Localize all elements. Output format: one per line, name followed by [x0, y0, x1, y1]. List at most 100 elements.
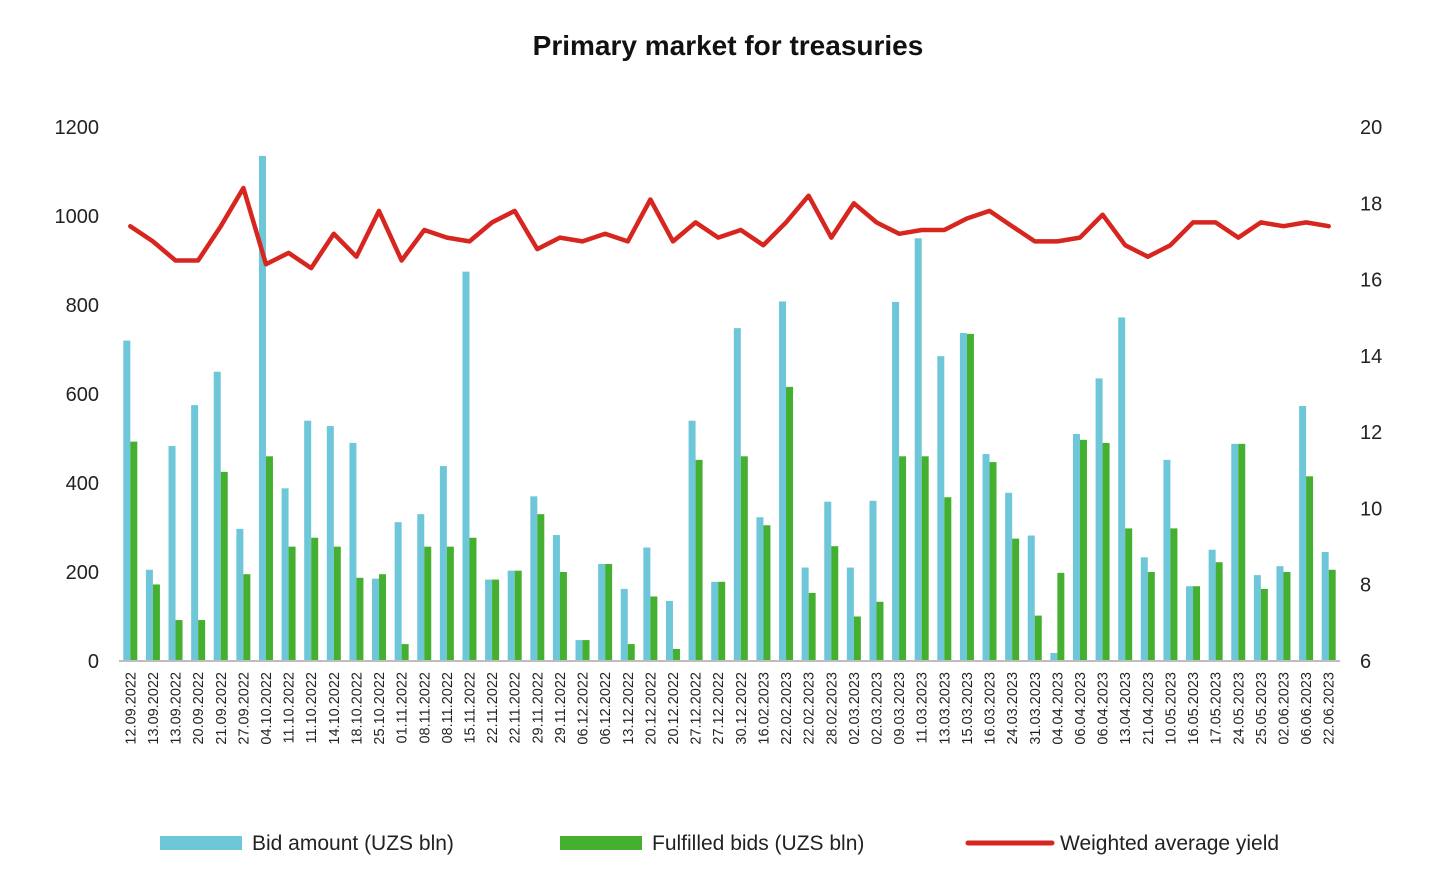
x-axis-date-label: 15.03.2023 [960, 672, 976, 745]
bid-amount-bar [1005, 492, 1013, 661]
x-axis-date-label: 06.04.2023 [1096, 672, 1112, 745]
fulfilled-bids-bar [966, 333, 974, 661]
x-axis-date-label: 08.11.2022 [440, 672, 456, 744]
bid-amount-bar [892, 301, 900, 661]
right-axis-tick-label: 10 [1360, 498, 1382, 520]
fulfilled-bids-bar [424, 546, 432, 661]
fulfilled-bids-bar [311, 537, 319, 661]
bid-amount-bar [552, 535, 560, 661]
bid-amount-bar [507, 570, 515, 661]
fulfilled-bids-legend-swatch [560, 836, 642, 850]
fulfilled-bids-bar [1079, 439, 1087, 661]
fulfilled-bids-bar [401, 644, 409, 661]
left-axis-tick-label: 0 [88, 651, 99, 673]
x-axis-date-label: 18.10.2022 [349, 672, 365, 745]
fulfilled-bids-bar [582, 640, 590, 661]
x-axis-date-label: 17.05.2023 [1209, 672, 1225, 745]
fulfilled-bids-bar [152, 584, 160, 661]
fulfilled-bids-bar [333, 546, 341, 661]
x-axis-date-label: 22.02.2023 [779, 672, 795, 745]
x-axis-date-label: 16.03.2023 [983, 672, 999, 745]
x-axis-date-label: 10.05.2023 [1163, 672, 1179, 745]
x-axis-date-label: 20.09.2022 [191, 672, 207, 745]
bid-amount-bar [417, 514, 425, 661]
bid-amount-bar [1140, 557, 1148, 661]
fulfilled-bids-bar [853, 616, 861, 661]
right-axis-tick-label: 16 [1360, 270, 1382, 292]
bid-amount-bar [620, 588, 628, 661]
fulfilled-bids-bar [175, 620, 183, 661]
x-axis-date-label: 16.05.2023 [1186, 672, 1202, 745]
fulfilled-bids-bar [876, 601, 884, 661]
bid-amount-bar [824, 501, 832, 661]
bid-amount-bar [123, 340, 131, 661]
fulfilled-bids-bar [899, 456, 907, 661]
bid-amount-bar [665, 600, 673, 661]
fulfilled-bids-bar [627, 644, 635, 661]
fulfilled-bids-bar [1260, 588, 1268, 661]
right-axis-tick-label: 8 [1360, 575, 1371, 597]
right-axis-ticks: 6 8 10 12 14 16 18 20 [1360, 117, 1382, 673]
fulfilled-bids-bar [718, 581, 726, 661]
bid-amount-bar [213, 371, 221, 661]
fulfilled-bids-bar [1057, 572, 1065, 661]
x-axis-date-label: 02.03.2023 [870, 672, 886, 745]
legend: Bid amount (UZS bln) Fulfilled bids (UZS … [160, 832, 1279, 855]
fulfilled-bids-legend-label: Fulfilled bids (UZS bln) [652, 832, 864, 855]
left-axis-tick-label: 400 [66, 473, 99, 495]
weighted-average-yield-legend-label: Weighted average yield [1060, 832, 1279, 855]
x-axis-date-label: 09.03.2023 [892, 672, 908, 745]
fulfilled-bids-bar [1193, 586, 1201, 661]
fulfilled-bids-bar [243, 574, 251, 661]
x-axis-date-label: 02.06.2023 [1277, 672, 1293, 745]
right-axis-tick-label: 18 [1360, 193, 1382, 215]
x-axis-date-label: 21.09.2022 [214, 672, 230, 745]
bid-amount-bar [462, 271, 470, 661]
bid-amount-bar [937, 356, 945, 661]
fulfilled-bids-bar [1283, 572, 1291, 661]
fulfilled-bids-bar [740, 456, 748, 661]
bid-amount-bar [304, 420, 312, 661]
bid-amount-bar [191, 405, 199, 661]
x-axis-date-label: 27.09.2022 [236, 672, 252, 745]
x-axis-date-label: 11.03.2023 [915, 672, 931, 744]
x-axis-date-label: 13.03.2023 [937, 672, 953, 745]
x-axis-date-label: 28.02.2023 [824, 672, 840, 745]
fulfilled-bids-bar [514, 570, 522, 661]
x-axis-date-label: 27.12.2022 [711, 672, 727, 745]
bid-amount-bar [1072, 434, 1080, 661]
bid-amount-bar [643, 547, 651, 661]
x-axis-date-label: 30.12.2022 [734, 672, 750, 745]
x-axis-date-label: 11.10.2022 [304, 672, 320, 744]
x-axis-date-label: 16.02.2023 [756, 672, 772, 745]
bid-amount-bar [801, 567, 809, 661]
x-axis-date-label: 21.04.2023 [1141, 672, 1157, 745]
x-axis-date-label: 13.09.2022 [169, 672, 185, 745]
bid-amount-bar [485, 579, 493, 661]
fulfilled-bids-bar [831, 546, 839, 661]
x-axis-date-label: 04.04.2023 [1050, 672, 1066, 745]
fulfilled-bids-bar [695, 459, 703, 661]
bid-amount-bar [1163, 459, 1171, 661]
chart-title: Primary market for treasuries [532, 30, 924, 61]
fulfilled-bids-bar [559, 572, 567, 661]
right-axis-tick-label: 12 [1360, 422, 1382, 444]
x-axis-date-label: 11.10.2022 [282, 672, 298, 744]
weighted-average-yield-line [128, 185, 1331, 271]
left-axis-tick-label: 800 [66, 295, 99, 317]
fulfilled-bids-bar [446, 546, 454, 661]
bid-amount-bar [982, 454, 990, 661]
fulfilled-bids-bar [1034, 615, 1042, 661]
x-axis-date-label: 06.12.2022 [598, 672, 614, 745]
bid-amount-bar [326, 426, 334, 661]
fulfilled-bids-bar [1125, 528, 1133, 661]
fulfilled-bids-bar [763, 525, 771, 661]
fulfilled-bids-bar [356, 577, 364, 661]
bid-amount-bar [1095, 378, 1103, 661]
left-axis-ticks: 0 200 400 600 800 1000 1200 [55, 117, 100, 673]
bid-amount-bar [530, 496, 538, 661]
bid-amount-bar [394, 522, 402, 661]
fulfilled-bids-bar [1215, 562, 1223, 661]
bid-amount-legend-swatch [160, 836, 242, 850]
x-axis-labels: 12.09.2022 13.09.2022 13.09.2022 20.09.2022… [123, 672, 1337, 745]
